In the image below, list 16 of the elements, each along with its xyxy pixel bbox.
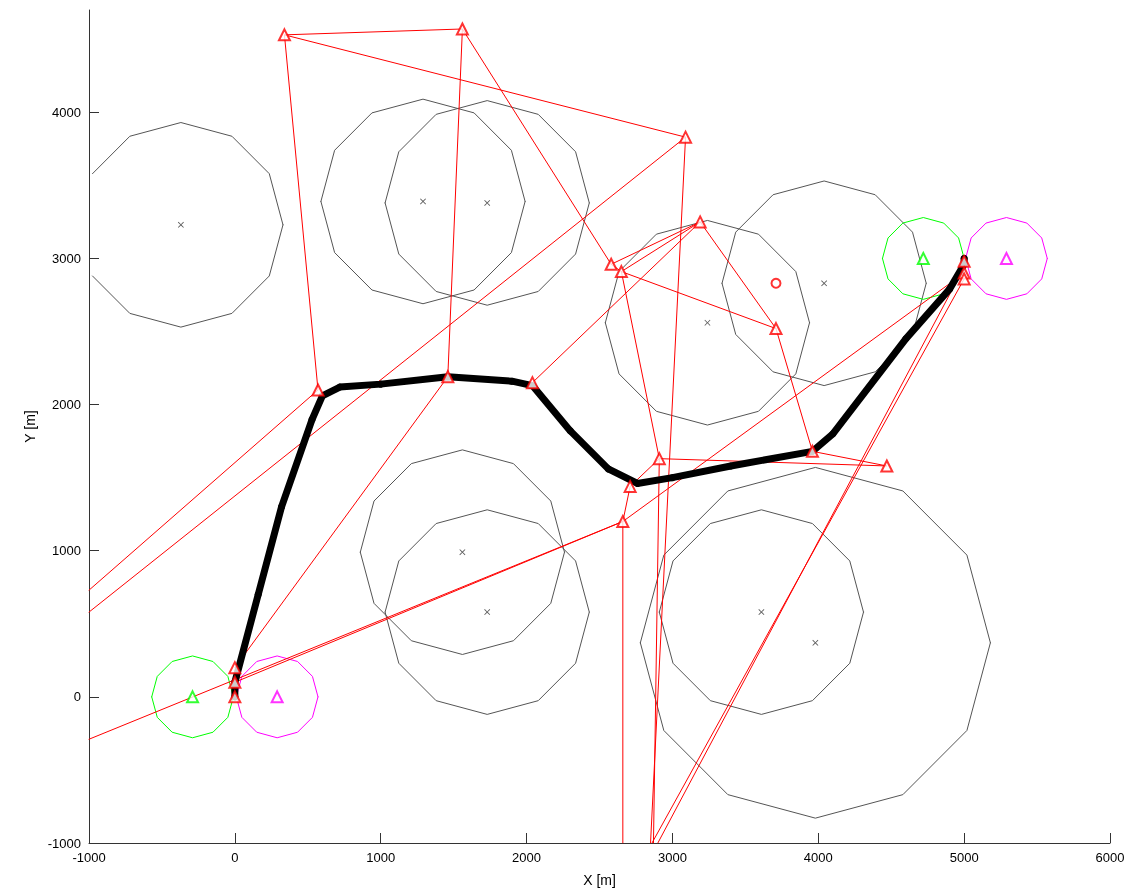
x-tick-label: 3000 <box>657 850 687 865</box>
x-tick-label: 6000 <box>1095 850 1125 865</box>
x-tick-label: 4000 <box>803 850 833 865</box>
y-tick-label: -1000 <box>47 835 81 851</box>
x-tick-label: 1000 <box>366 850 396 865</box>
y-tick-label: 4000 <box>52 104 81 120</box>
y-axis-title: Y [m] <box>21 410 38 443</box>
x-axis-title: X [m] <box>583 872 616 888</box>
y-tick-label: 0 <box>73 689 81 705</box>
y-tick-label: 2000 <box>52 397 81 413</box>
y-tick-label: 3000 <box>52 250 81 266</box>
x-tick-label: -1000 <box>72 850 106 865</box>
x-tick-label: 5000 <box>949 850 979 865</box>
y-tick-label: 1000 <box>52 543 81 559</box>
x-tick-label: 0 <box>231 850 239 865</box>
x-tick-label: 2000 <box>512 850 542 865</box>
